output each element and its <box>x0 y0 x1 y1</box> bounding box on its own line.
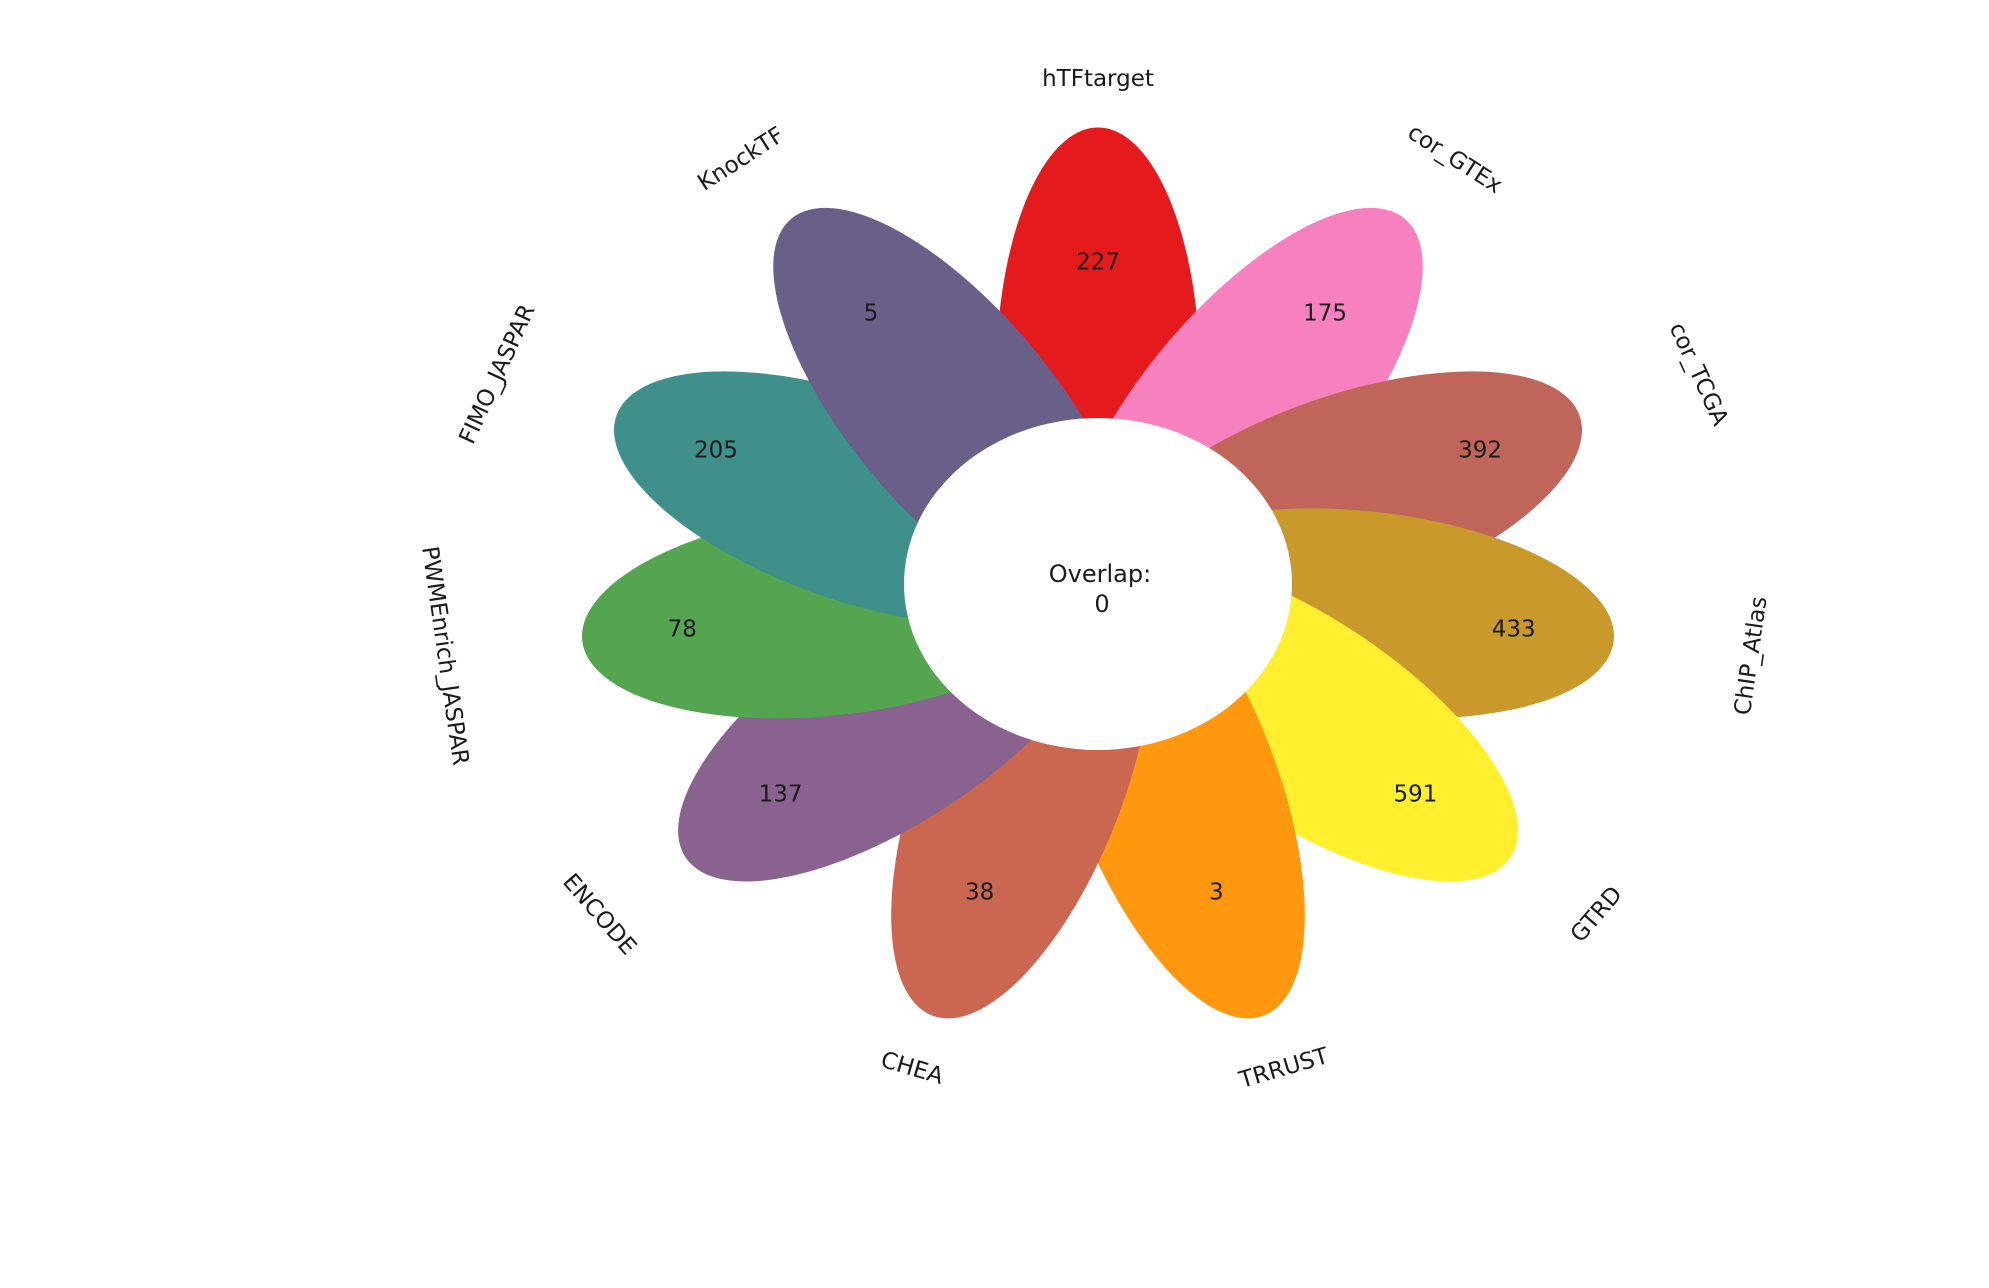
petal-count-pwmenrich-jaspar: 78 <box>668 617 697 643</box>
center-overlap-label: Overlap: <box>1049 560 1151 588</box>
petal-count-cor-gtex: 175 <box>1303 301 1347 327</box>
petal-count-htftarget: 227 <box>1076 250 1120 276</box>
set-label-cor-tcga: cor_TCGA <box>1664 319 1733 430</box>
set-label-knocktf: KnockTF <box>693 122 789 196</box>
petal-count-knocktf: 5 <box>864 301 879 327</box>
set-label-fimo-jaspar: FIMO_JASPAR <box>455 300 541 448</box>
petal-count-cor-tcga: 392 <box>1458 438 1502 464</box>
center-overlap-value: 0 <box>1094 590 1109 618</box>
petal-count-encode: 137 <box>759 781 803 807</box>
set-label-chea: CHEA <box>878 1047 947 1090</box>
set-label-trrust: TRRUST <box>1235 1043 1332 1094</box>
set-label-chip-atlas: ChIP_Atlas <box>1730 595 1773 717</box>
petal-count-chea: 38 <box>965 879 994 905</box>
set-label-htftarget: hTFtarget <box>1042 66 1154 92</box>
count-labels-group: 227 175 392 433 591 3 38 137 78 205 5 <box>668 250 1536 906</box>
set-label-pwmenrich-jaspar: PWMEnrich_JASPAR <box>416 545 473 767</box>
petal-count-fimo-jaspar: 205 <box>694 438 738 464</box>
set-label-encode: ENCODE <box>557 869 641 960</box>
petal-count-trrust: 3 <box>1209 879 1224 905</box>
petal-count-gtrd: 591 <box>1393 781 1437 807</box>
set-label-cor-gtex: cor_GTEx <box>1403 119 1507 199</box>
petal-count-chip-atlas: 433 <box>1492 617 1536 643</box>
center-overlap-region <box>904 418 1292 750</box>
set-label-gtrd: GTRD <box>1566 882 1628 948</box>
